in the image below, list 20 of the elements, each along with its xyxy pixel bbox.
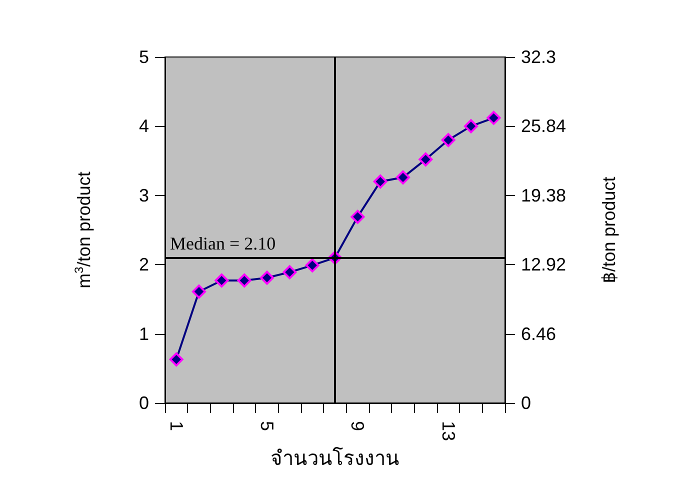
y2-tick-label: 12.92 <box>521 254 566 275</box>
y2-tick-label: 6.46 <box>521 324 556 344</box>
y2-axis-title: ฿/ton product <box>599 176 619 284</box>
ref-line-label: Median = 2.10 <box>170 234 276 254</box>
y-tick-label: 1 <box>138 324 149 344</box>
y-axis-title: m3/ton product <box>72 172 94 288</box>
y2-tick-label: 19.38 <box>521 185 566 206</box>
x-tick-label: 9 <box>348 421 368 432</box>
y-tick-label: 5 <box>138 47 149 67</box>
x-tick-label: 13 <box>438 421 458 442</box>
y-tick-label: 2 <box>138 254 149 275</box>
y-tick-label: 3 <box>138 185 149 206</box>
y-tick-label: 0 <box>138 393 149 413</box>
x-tick-label: 1 <box>166 421 186 432</box>
y2-tick-label: 0 <box>521 393 532 413</box>
y2-tick-label: 32.3 <box>521 47 556 67</box>
y-tick-label: 4 <box>138 116 149 136</box>
y2-tick-label: 25.84 <box>521 116 566 136</box>
x-axis-title: จำนวนโรงงาน <box>270 446 400 470</box>
x-tick-label: 5 <box>257 421 277 432</box>
